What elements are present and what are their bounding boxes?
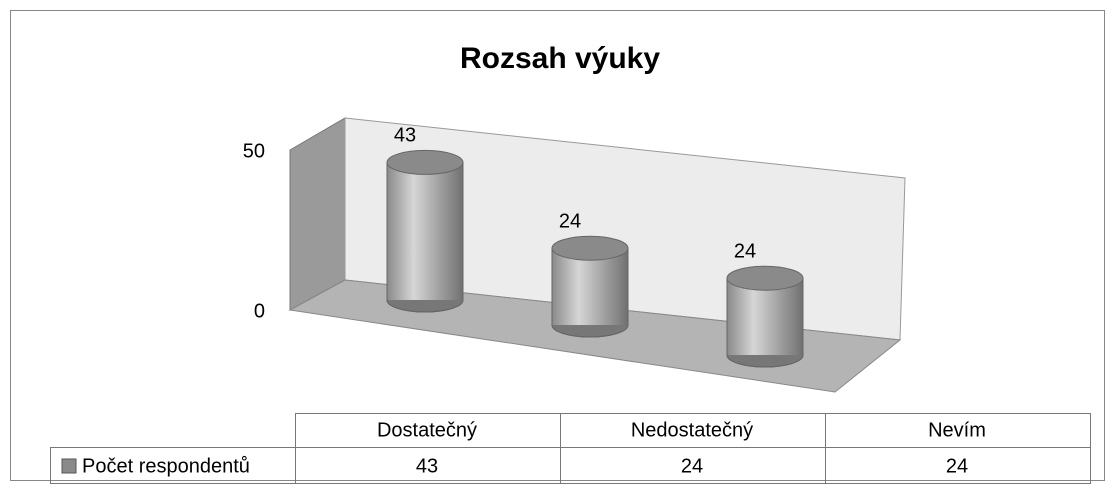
bar	[727, 278, 803, 355]
data-label: 24	[559, 210, 581, 232]
bar	[387, 162, 463, 300]
table-header: Nedostatečný	[631, 419, 753, 441]
bar-outline	[726, 278, 804, 368]
bar-outline	[551, 248, 629, 338]
table-value: 24	[681, 455, 703, 477]
bar	[552, 248, 628, 325]
legend-label: Počet respondentů	[82, 455, 250, 477]
bar-outline	[386, 162, 464, 313]
table-value: 43	[416, 455, 438, 477]
y-tick-label: 50	[243, 140, 265, 162]
table-header: Dostatečný	[377, 419, 477, 441]
table-value: 24	[946, 455, 968, 477]
y-tick-label: 0	[254, 300, 265, 322]
data-label: 24	[734, 240, 756, 262]
bar-top	[386, 149, 464, 175]
table-header: Nevím	[928, 419, 986, 441]
legend-key	[61, 458, 77, 474]
side-wall	[289, 117, 346, 311]
chart-title: Rozsah výuky	[460, 42, 660, 75]
bar-top	[726, 265, 804, 291]
bar-top	[551, 235, 629, 261]
data-table	[50, 413, 1091, 484]
data-label: 43	[394, 125, 416, 147]
